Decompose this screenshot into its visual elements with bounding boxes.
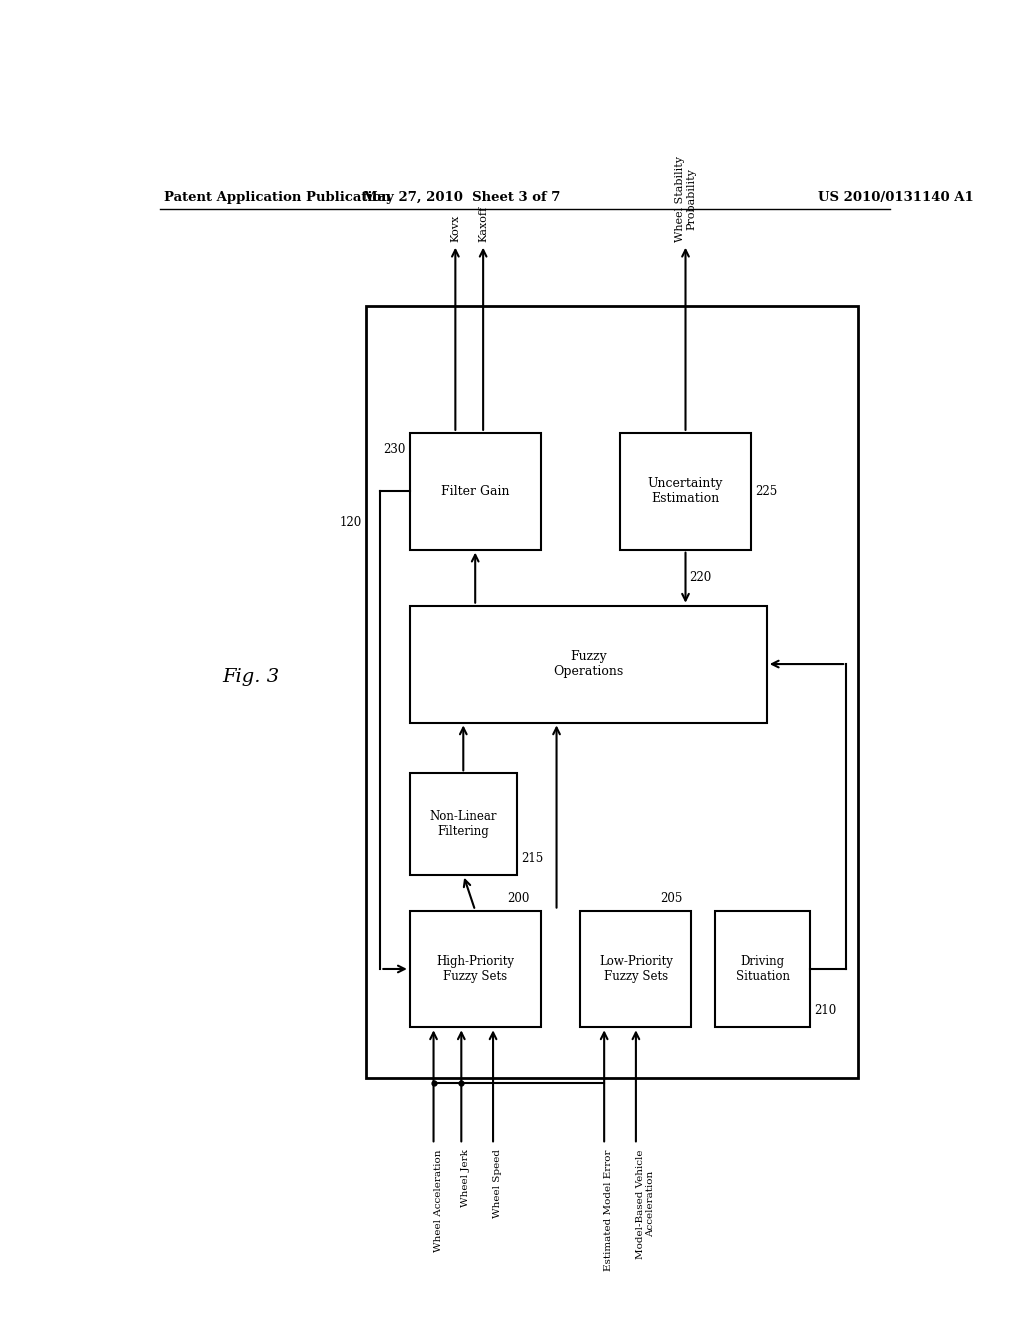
Text: Wheel Speed: Wheel Speed (494, 1150, 502, 1218)
Text: Fig. 3: Fig. 3 (222, 668, 280, 686)
Text: Uncertainty
Estimation: Uncertainty Estimation (648, 478, 723, 506)
Text: Wheel Acceleration: Wheel Acceleration (433, 1150, 442, 1251)
Text: 210: 210 (814, 1005, 837, 1018)
Text: Kovx: Kovx (451, 214, 461, 242)
Text: Low-Priority
Fuzzy Sets: Low-Priority Fuzzy Sets (599, 954, 673, 983)
Text: 215: 215 (521, 851, 543, 865)
Text: Filter Gain: Filter Gain (441, 484, 510, 498)
Text: Estimated Model Error: Estimated Model Error (604, 1150, 613, 1271)
Text: High-Priority
Fuzzy Sets: High-Priority Fuzzy Sets (436, 954, 514, 983)
Bar (410, 606, 767, 722)
Text: 225: 225 (755, 484, 777, 498)
Text: 205: 205 (659, 892, 682, 906)
Bar (410, 774, 517, 875)
Text: May 27, 2010  Sheet 3 of 7: May 27, 2010 Sheet 3 of 7 (362, 190, 560, 203)
Text: 220: 220 (689, 572, 712, 585)
Text: Wheel Stability
Probability: Wheel Stability Probability (675, 156, 696, 242)
Text: Driving
Situation: Driving Situation (736, 954, 790, 983)
Text: Wheel Jerk: Wheel Jerk (461, 1150, 470, 1208)
Bar (581, 911, 691, 1027)
Text: Model-Based Vehicle
Acceleration: Model-Based Vehicle Acceleration (636, 1150, 655, 1259)
Bar (620, 433, 751, 549)
Bar (410, 911, 541, 1027)
Bar (410, 433, 541, 549)
Text: Non-Linear
Filtering: Non-Linear Filtering (429, 810, 497, 838)
Text: Fuzzy
Operations: Fuzzy Operations (553, 649, 624, 678)
Text: 200: 200 (507, 892, 529, 906)
Text: 230: 230 (383, 444, 406, 455)
Text: Kaxoff: Kaxoff (478, 206, 488, 242)
Text: 120: 120 (340, 516, 362, 528)
Bar (367, 306, 858, 1078)
Text: US 2010/0131140 A1: US 2010/0131140 A1 (818, 190, 974, 203)
Text: Patent Application Publication: Patent Application Publication (164, 190, 390, 203)
Bar (715, 911, 811, 1027)
